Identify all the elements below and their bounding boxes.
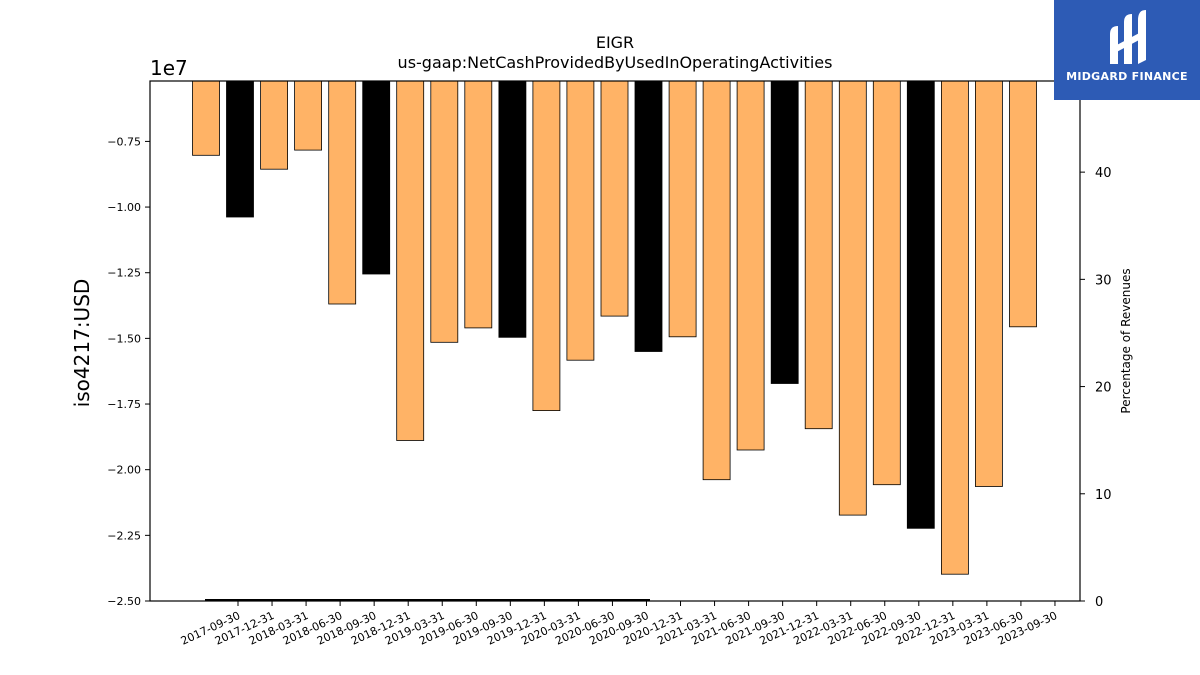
bar-2021-06-30 bbox=[702, 80, 731, 481]
bar-2019-06-30 bbox=[430, 80, 459, 343]
bar-2018-12-31 bbox=[362, 80, 391, 275]
bar-2019-03-31 bbox=[396, 80, 425, 441]
x-ticks-group: 2017-09-302017-12-312018-03-312018-06-30… bbox=[179, 601, 1059, 648]
bar-2021-03-31 bbox=[668, 80, 697, 338]
y-tick-label: −1.25 bbox=[107, 267, 141, 280]
y2-axis-label: Percentage of Revenues bbox=[1119, 268, 1133, 413]
bar-2018-03-31 bbox=[260, 80, 289, 170]
y-tick-label: −1.50 bbox=[107, 332, 141, 345]
bar-2020-12-31 bbox=[634, 80, 663, 352]
bar-2023-03-31 bbox=[941, 80, 969, 575]
bar-2023-06-30 bbox=[975, 80, 1003, 487]
y-tick-label: −1.00 bbox=[107, 201, 141, 214]
brand-name: MIDGARD FINANCE bbox=[1066, 70, 1188, 83]
y2-tick-label: 10 bbox=[1095, 488, 1112, 503]
bar-2017-12-31 bbox=[226, 80, 254, 218]
bar-2022-09-30 bbox=[872, 80, 901, 486]
bar-2021-09-30 bbox=[736, 80, 765, 451]
bar-2018-06-30 bbox=[294, 80, 323, 151]
chart-title: EIGR bbox=[596, 33, 634, 52]
y-ticks-group: −0.75 −1.00 −1.25 −1.50 −1.75 −2.00 −2.25 −2.50 bbox=[107, 135, 150, 608]
y2-tick-label: 30 bbox=[1095, 273, 1112, 288]
bars-group bbox=[192, 80, 1037, 575]
bar-2018-09-30 bbox=[328, 80, 357, 305]
bar-2023-09-30 bbox=[1009, 80, 1037, 328]
bar-2020-09-30 bbox=[600, 80, 629, 317]
bar-2021-12-31 bbox=[770, 80, 799, 384]
y-tick-label: −2.25 bbox=[107, 529, 141, 542]
bar-2017-09-30 bbox=[192, 80, 220, 156]
bar-2019-12-31 bbox=[498, 80, 527, 338]
bar-2020-03-31 bbox=[532, 80, 561, 412]
y-axis-label: iso4217:USD bbox=[70, 279, 94, 408]
chart-subtitle: us-gaap:NetCashProvidedByUsedInOperating… bbox=[398, 53, 833, 72]
bar-2019-09-30 bbox=[464, 80, 493, 329]
y2-tick-label: 20 bbox=[1095, 381, 1112, 396]
bar-2020-06-30 bbox=[566, 80, 595, 361]
y-tick-label: −0.75 bbox=[107, 135, 141, 148]
y2-tick-label: 0 bbox=[1095, 595, 1103, 610]
y-axis-multiplier: 1e7 bbox=[150, 56, 188, 80]
brand-logo: MIDGARD FINANCE bbox=[1054, 0, 1200, 100]
bar-2022-03-31 bbox=[804, 80, 833, 430]
y2-ticks-group: 0 10 20 30 40 bbox=[1080, 166, 1112, 610]
bar-2022-06-30 bbox=[838, 80, 867, 516]
y-tick-label: −2.00 bbox=[107, 464, 141, 477]
y-tick-label: −2.50 bbox=[107, 595, 141, 608]
y-tick-label: −1.75 bbox=[107, 398, 141, 411]
brand-mark-icon bbox=[1110, 10, 1146, 64]
bar-2022-12-31 bbox=[906, 80, 935, 529]
y2-tick-label: 40 bbox=[1095, 166, 1112, 181]
